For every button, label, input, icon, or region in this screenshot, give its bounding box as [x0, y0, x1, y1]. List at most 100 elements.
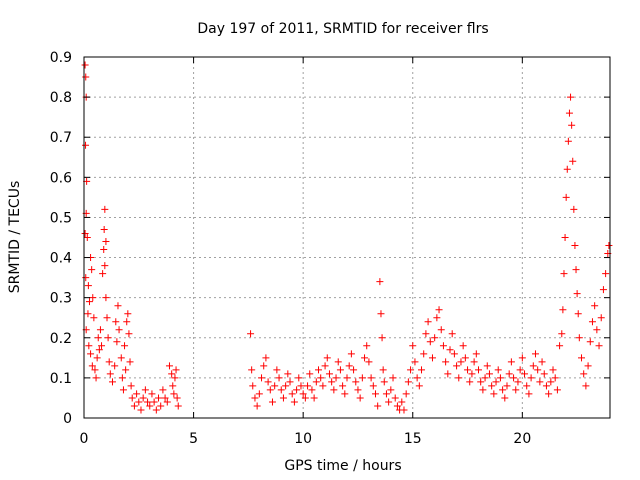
y-tick-label: 0.4 — [50, 251, 72, 267]
data-point — [481, 374, 489, 382]
data-point — [420, 350, 428, 358]
data-point — [439, 342, 447, 350]
data-point — [591, 302, 599, 310]
y-tick-label: 0.6 — [50, 170, 72, 186]
data-point — [332, 374, 340, 382]
data-point — [258, 374, 266, 382]
data-point — [374, 402, 382, 410]
data-point — [455, 374, 463, 382]
data-point — [602, 270, 610, 278]
data-point — [573, 290, 581, 298]
data-point — [545, 390, 553, 398]
data-point — [101, 205, 109, 213]
data-point — [306, 370, 314, 378]
x-tick-label: 15 — [404, 431, 422, 447]
data-point — [503, 382, 511, 390]
data-point — [488, 382, 496, 390]
data-point — [282, 382, 290, 390]
data-point — [558, 330, 566, 338]
data-point — [428, 354, 436, 362]
y-tick-label: 0.3 — [50, 291, 72, 307]
data-point — [301, 394, 309, 402]
data-point — [117, 354, 125, 362]
data-point — [168, 370, 176, 378]
data-point — [275, 374, 283, 382]
data-point — [101, 262, 109, 270]
data-point — [501, 394, 509, 402]
data-point — [404, 378, 412, 386]
data-point — [174, 402, 182, 410]
data-point — [560, 270, 568, 278]
y-tick-label: 0 — [63, 411, 72, 427]
data-point — [505, 370, 513, 378]
data-point — [88, 266, 96, 274]
data-point — [431, 334, 439, 342]
data-point — [299, 390, 307, 398]
data-point — [288, 390, 296, 398]
data-point — [169, 382, 177, 390]
data-point — [424, 318, 432, 326]
data-point — [475, 366, 482, 374]
data-point — [119, 386, 127, 394]
data-point — [567, 93, 575, 101]
data-point — [411, 358, 419, 366]
grid — [84, 57, 610, 418]
data-point — [605, 242, 613, 250]
data-point — [157, 402, 165, 410]
data-point — [325, 370, 333, 378]
data-point — [328, 378, 336, 386]
data-point — [98, 342, 106, 350]
data-point — [485, 370, 493, 378]
data-point — [570, 205, 578, 213]
data-point — [295, 374, 303, 382]
data-point — [549, 366, 557, 374]
data-point — [105, 358, 113, 366]
data-point — [343, 374, 351, 382]
data-point — [91, 366, 99, 374]
data-point — [453, 362, 461, 370]
data-point — [400, 406, 408, 414]
data-point — [437, 326, 445, 334]
y-axis-label: SRMTID / TECUs — [7, 181, 23, 294]
data-point — [135, 398, 143, 406]
data-point — [279, 394, 287, 402]
data-point — [165, 362, 173, 370]
data-point — [448, 330, 456, 338]
data-point — [369, 382, 377, 390]
data-point — [391, 394, 399, 402]
data-point — [87, 350, 95, 358]
data-point — [468, 370, 476, 378]
data-points — [81, 61, 613, 414]
data-point — [83, 234, 91, 241]
data-point — [126, 358, 134, 366]
data-point — [317, 374, 325, 382]
data-point — [562, 193, 570, 201]
data-point — [137, 406, 145, 414]
data-point — [249, 382, 257, 390]
data-point — [122, 366, 130, 374]
data-point — [319, 382, 327, 390]
data-point — [433, 314, 441, 322]
x-tick-label: 10 — [294, 431, 312, 447]
data-point — [106, 370, 114, 378]
data-point — [398, 398, 406, 406]
axis-ticks: 0 0.1 0.2 0.3 0.4 0.5 0.6 0.7 0.8 0.9 0 5 10 15 20 — [50, 50, 610, 447]
data-point — [81, 61, 89, 69]
data-point — [354, 386, 362, 394]
data-point — [264, 378, 272, 386]
data-point — [409, 342, 417, 350]
data-point — [361, 354, 369, 362]
data-point — [100, 246, 108, 254]
data-point — [277, 386, 285, 394]
data-point — [556, 342, 564, 350]
data-point — [96, 326, 104, 334]
data-point — [255, 390, 263, 398]
data-point — [341, 390, 349, 398]
data-point — [273, 366, 281, 374]
data-point — [323, 354, 331, 362]
data-point — [492, 378, 500, 386]
data-point — [446, 346, 454, 354]
data-point — [85, 298, 93, 306]
data-point — [336, 366, 344, 374]
